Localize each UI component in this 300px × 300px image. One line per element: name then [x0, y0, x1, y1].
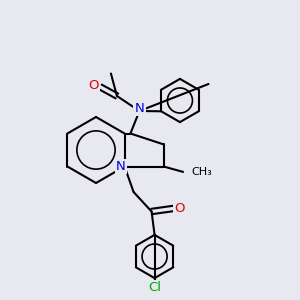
Text: O: O	[88, 79, 99, 92]
Text: N: N	[135, 102, 144, 115]
Text: CH₃: CH₃	[191, 167, 212, 177]
Text: O: O	[175, 202, 185, 215]
Text: Cl: Cl	[148, 281, 161, 294]
Text: N: N	[116, 160, 126, 173]
